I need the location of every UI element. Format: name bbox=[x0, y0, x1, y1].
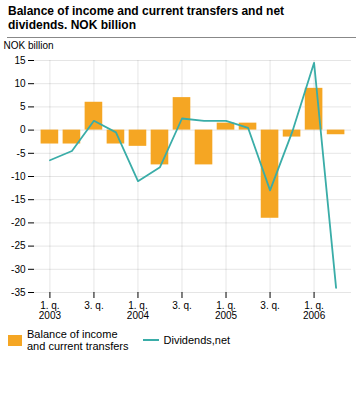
svg-text:-10: -10 bbox=[11, 170, 26, 181]
svg-text:3. q.: 3. q. bbox=[260, 299, 279, 310]
svg-text:3. q.: 3. q. bbox=[84, 299, 103, 310]
svg-text:1. q.2003: 1. q.2003 bbox=[39, 299, 62, 320]
svg-text:-25: -25 bbox=[11, 240, 26, 251]
svg-text:1. q.2004: 1. q.2004 bbox=[127, 299, 150, 320]
svg-text:-30: -30 bbox=[11, 263, 26, 274]
html-text:Balance of income and current: Balance of income and current transfers … bbox=[8, 4, 285, 33]
svg-text:5: 5 bbox=[20, 101, 26, 112]
html-text:Balance of income and current: Balance of income and current transfers bbox=[27, 327, 129, 353]
svg-text:0: 0 bbox=[20, 124, 26, 135]
svg-text:-15: -15 bbox=[11, 194, 26, 205]
svg-text:NOK billion: NOK billion bbox=[4, 39, 54, 50]
svg-text:1. q.2006: 1. q.2006 bbox=[303, 299, 326, 320]
svg-text:3. q.: 3. q. bbox=[172, 299, 191, 310]
svg-text:1. q.2005: 1. q.2005 bbox=[215, 299, 238, 320]
html-text:Dividends,net: Dividends,net bbox=[163, 334, 231, 347]
svg-text:15: 15 bbox=[14, 54, 26, 65]
svg-text:10: 10 bbox=[14, 78, 26, 89]
svg-text:-20: -20 bbox=[11, 217, 26, 228]
svg-text:-35: -35 bbox=[11, 286, 26, 297]
svg-text:-5: -5 bbox=[17, 147, 26, 158]
